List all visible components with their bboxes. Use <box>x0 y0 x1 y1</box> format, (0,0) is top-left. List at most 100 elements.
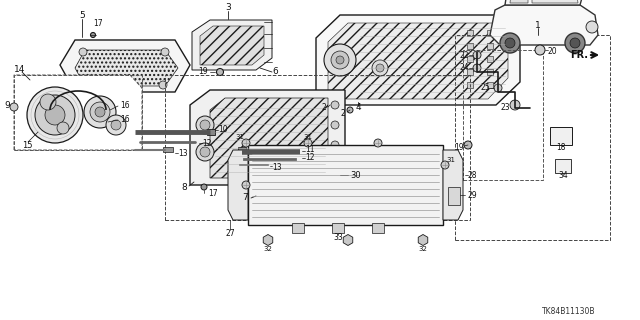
Text: 9: 9 <box>4 100 10 109</box>
Circle shape <box>95 107 105 117</box>
Text: 12: 12 <box>202 140 211 148</box>
Bar <box>292 223 304 233</box>
Text: 32: 32 <box>419 246 428 252</box>
Text: 8: 8 <box>181 182 187 191</box>
Circle shape <box>254 187 270 203</box>
Polygon shape <box>200 26 264 65</box>
Circle shape <box>35 95 75 135</box>
Circle shape <box>216 68 223 76</box>
Circle shape <box>331 161 339 169</box>
Circle shape <box>473 64 481 72</box>
Text: 34: 34 <box>558 172 568 180</box>
Circle shape <box>201 184 207 190</box>
Circle shape <box>500 33 520 53</box>
Text: 28: 28 <box>468 171 477 180</box>
Polygon shape <box>316 15 520 105</box>
Bar <box>248 145 443 225</box>
Circle shape <box>586 21 598 33</box>
Text: 29: 29 <box>468 191 477 201</box>
Circle shape <box>45 105 65 125</box>
Text: 5: 5 <box>79 11 85 20</box>
Text: 16: 16 <box>120 116 130 124</box>
Text: 14: 14 <box>14 66 26 75</box>
Polygon shape <box>210 98 328 178</box>
Text: 12: 12 <box>305 154 314 163</box>
Circle shape <box>535 45 545 55</box>
Text: 3: 3 <box>225 4 231 12</box>
Text: 6: 6 <box>272 68 278 76</box>
Circle shape <box>376 64 384 72</box>
Bar <box>238 147 246 155</box>
Text: 2: 2 <box>321 103 326 113</box>
Circle shape <box>336 56 344 64</box>
Text: 20: 20 <box>548 47 557 57</box>
Polygon shape <box>443 150 463 220</box>
Circle shape <box>79 48 87 56</box>
Polygon shape <box>60 40 190 92</box>
Circle shape <box>161 48 169 56</box>
Bar <box>332 223 344 233</box>
Bar <box>487 43 493 49</box>
Circle shape <box>473 51 481 59</box>
Circle shape <box>40 94 56 110</box>
Circle shape <box>57 122 69 134</box>
Circle shape <box>374 139 382 147</box>
Circle shape <box>74 81 82 89</box>
Bar <box>467 56 473 62</box>
Bar <box>467 69 473 75</box>
Circle shape <box>242 139 250 147</box>
Text: 32: 32 <box>264 246 273 252</box>
Circle shape <box>331 101 339 109</box>
Text: 2: 2 <box>340 108 345 117</box>
Bar <box>455 35 610 240</box>
Circle shape <box>331 51 349 69</box>
Polygon shape <box>510 0 528 3</box>
Bar <box>467 30 473 36</box>
Text: 13: 13 <box>272 163 282 172</box>
Circle shape <box>27 87 83 143</box>
Text: 13: 13 <box>178 149 188 158</box>
Bar <box>207 129 215 135</box>
Circle shape <box>505 38 515 48</box>
Circle shape <box>106 115 126 135</box>
Circle shape <box>90 102 110 122</box>
Text: 25: 25 <box>481 84 490 92</box>
Circle shape <box>196 143 214 161</box>
Circle shape <box>196 116 214 134</box>
Text: 27: 27 <box>225 228 235 237</box>
Text: 17: 17 <box>93 19 103 28</box>
Polygon shape <box>190 90 345 185</box>
Bar <box>467 43 473 49</box>
Circle shape <box>200 120 210 130</box>
Text: 18: 18 <box>556 143 566 153</box>
Text: 33: 33 <box>333 233 343 242</box>
Text: TK84B11130B: TK84B11130B <box>541 308 595 316</box>
Polygon shape <box>532 0 578 3</box>
Circle shape <box>200 147 210 157</box>
Text: 19: 19 <box>198 68 208 76</box>
Bar <box>487 56 493 62</box>
Text: 31: 31 <box>447 157 456 163</box>
Text: 16: 16 <box>120 100 130 109</box>
Text: 31: 31 <box>303 134 312 140</box>
Circle shape <box>324 44 356 76</box>
Polygon shape <box>505 0 585 5</box>
Text: 30: 30 <box>350 171 360 180</box>
Text: 15: 15 <box>22 140 33 149</box>
Bar <box>487 69 493 75</box>
Text: 4: 4 <box>355 103 361 113</box>
Circle shape <box>372 60 388 76</box>
Bar <box>448 187 460 205</box>
Text: 7: 7 <box>243 194 248 203</box>
Text: 11: 11 <box>305 146 314 155</box>
Circle shape <box>90 33 95 37</box>
Bar <box>555 159 571 173</box>
Bar <box>165 75 470 220</box>
Circle shape <box>331 121 339 129</box>
Circle shape <box>441 161 449 169</box>
Text: 19: 19 <box>454 143 464 153</box>
Polygon shape <box>192 20 272 70</box>
Bar <box>163 147 173 152</box>
Circle shape <box>84 96 116 128</box>
Circle shape <box>464 141 472 149</box>
